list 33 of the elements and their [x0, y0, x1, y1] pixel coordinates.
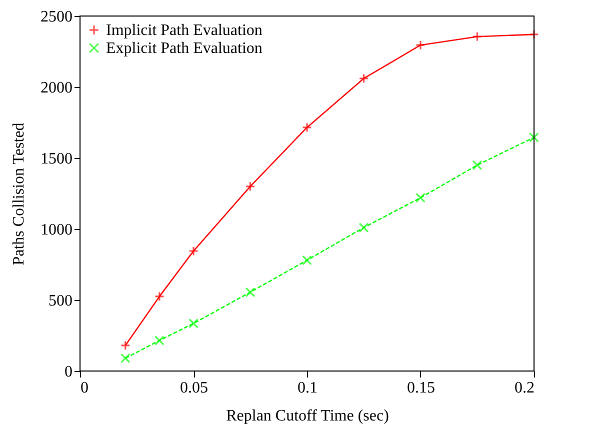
point [302, 122, 312, 132]
x-tick-label: 0.1 [298, 380, 318, 396]
point [416, 192, 426, 203]
y-axis-title: Paths Collision Tested [10, 122, 28, 266]
point [472, 160, 482, 170]
point [358, 73, 369, 84]
legend-label: Explicit Path Evaluation [106, 40, 262, 57]
point [120, 353, 130, 364]
point [358, 222, 369, 233]
y-tick-label: 0 [64, 364, 72, 380]
point [245, 287, 256, 298]
point [188, 246, 198, 256]
y-tick-label: 500 [48, 292, 72, 310]
y-tick-label: 2500 [40, 8, 72, 26]
x-tick-label: 0.15 [407, 380, 435, 396]
point [120, 340, 130, 350]
point [529, 132, 539, 142]
x-axis-title: Replan Cutoff Time (sec) [226, 408, 389, 424]
y-tick-label: 2000 [40, 80, 72, 96]
point [188, 318, 198, 328]
point [529, 29, 539, 40]
point [472, 32, 482, 42]
point [302, 255, 312, 266]
point [245, 181, 256, 192]
legend-label: Implicit Path Evaluation [106, 22, 262, 39]
point [416, 40, 426, 50]
y-tick-label: 1500 [40, 150, 72, 168]
x-tick-label: 0 [80, 380, 88, 396]
x-tick-label: 0.2 [514, 380, 534, 396]
x-tick-label: 0.05 [180, 380, 208, 396]
point [154, 291, 164, 302]
point [154, 335, 164, 346]
y-tick-label: 1000 [40, 222, 72, 238]
